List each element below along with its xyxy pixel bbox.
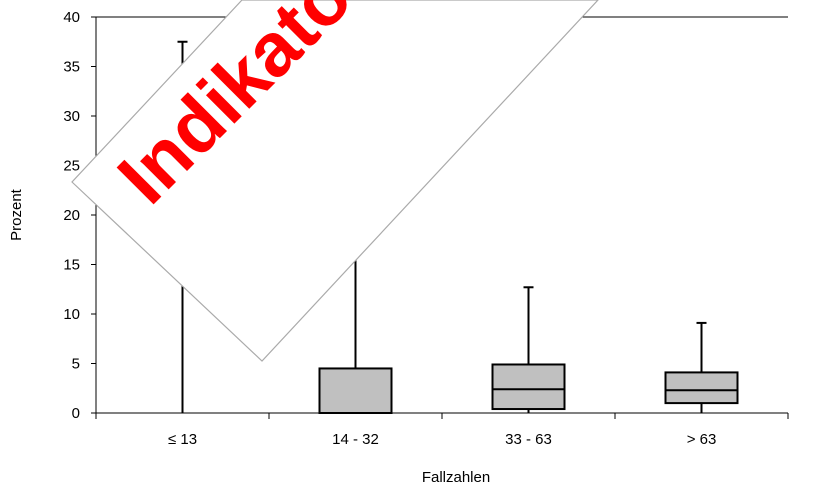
- x-axis-ticks: ≤ 13 14 - 32 33 - 63 > 63: [95, 413, 789, 448]
- y-axis-ticks: 0 5 10 15 20 25 30 35 40: [63, 9, 96, 422]
- box-4: [664, 321, 739, 413]
- y-tick-label: 0: [72, 405, 80, 422]
- y-tick-label: 15: [63, 257, 80, 274]
- x-tick-label: 33 - 63: [505, 431, 552, 448]
- y-tick-label: 30: [63, 108, 80, 125]
- y-axis-title: Prozent: [8, 188, 25, 241]
- x-axis-title: Fallzahlen: [422, 469, 490, 486]
- box-3: [491, 286, 566, 413]
- y-tick-label: 35: [63, 59, 80, 76]
- iqr-box: [318, 367, 393, 415]
- x-tick-label: ≤ 13: [168, 431, 197, 448]
- watermark-panel: [71, 0, 599, 362]
- y-tick-label: 10: [63, 306, 80, 323]
- y-tick-label: 5: [72, 356, 80, 373]
- iqr-box: [664, 371, 739, 405]
- y-tick-label: 25: [63, 158, 80, 175]
- watermark-stamp: Indikator: [71, 0, 599, 362]
- y-tick-label: 20: [63, 207, 80, 224]
- x-tick-label: 14 - 32: [332, 431, 379, 448]
- iqr-box: [491, 363, 566, 411]
- y-tick-label: 40: [63, 9, 80, 26]
- x-tick-label: > 63: [687, 431, 717, 448]
- box-2: [318, 238, 393, 415]
